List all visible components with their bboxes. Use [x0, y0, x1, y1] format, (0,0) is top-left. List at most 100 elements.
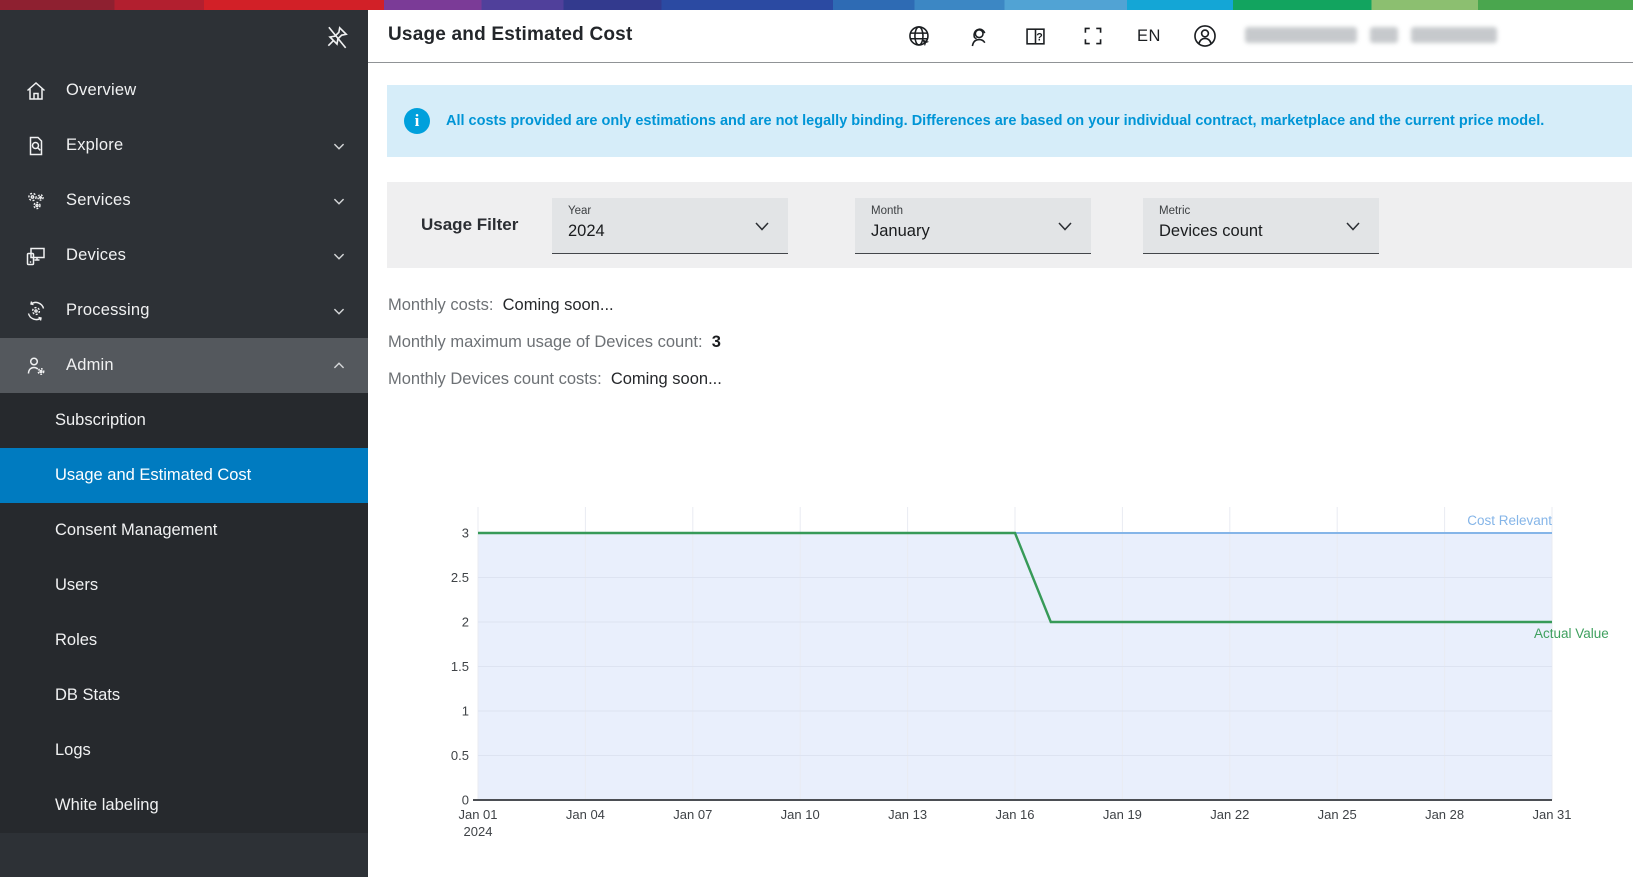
sidebar-item-processing[interactable]: Processing — [0, 283, 368, 338]
chart-tick-label: Jan 10 — [781, 807, 820, 822]
sidebar-item-db-stats[interactable]: DB Stats — [0, 668, 368, 723]
sidebar-item-users[interactable]: Users — [0, 558, 368, 613]
sidebar-item-label: Overview — [66, 81, 137, 99]
metric-dropdown[interactable]: Metric Devices count — [1143, 198, 1379, 254]
chart-tick-label: Jan 31 — [1532, 807, 1571, 822]
sidebar-item-white-labeling[interactable]: White labeling — [0, 778, 368, 833]
chart-tick-label: Jan 01 — [458, 807, 497, 822]
chart-tick-label: 2024 — [464, 824, 493, 839]
sub-item-label: Users — [55, 576, 99, 594]
year-dropdown[interactable]: Year 2024 — [552, 198, 788, 254]
metric-costs-label: Monthly Devices count costs: — [388, 370, 602, 388]
chevron-up-icon — [333, 361, 345, 368]
chart-tick-label: Jan 19 — [1103, 807, 1142, 822]
unpin-sidebar-button[interactable] — [320, 20, 354, 54]
chart-tick-label: 1 — [462, 704, 469, 719]
sidebar-item-roles[interactable]: Roles — [0, 613, 368, 668]
page-header: Usage and Estimated Cost — [368, 10, 1633, 63]
fullscreen-button[interactable] — [1079, 22, 1107, 50]
chart-tick-label: 0 — [462, 793, 469, 808]
chart-tick-label: Jan 04 — [566, 807, 605, 822]
max-usage-value: 3 — [711, 333, 721, 351]
chevron-down-icon — [333, 308, 345, 315]
manual-question-icon: ? — [1025, 27, 1045, 45]
help-manual-button[interactable]: ? — [1021, 22, 1049, 50]
sidebar: Overview Explore Services — [0, 10, 368, 877]
chevron-down-icon — [1346, 222, 1360, 231]
sub-item-label: Logs — [55, 741, 91, 759]
chart-tick-label: Jan 22 — [1210, 807, 1249, 822]
monthly-costs-line: Monthly costs: Coming soon... — [388, 296, 614, 315]
month-dropdown[interactable]: Month January — [855, 198, 1091, 254]
chart-tick-label: Jan 28 — [1425, 807, 1464, 822]
sub-item-label: White labeling — [55, 796, 159, 814]
gears-icon — [28, 192, 44, 209]
usage-filter-bar: Usage Filter Year 2024 Month January Met… — [387, 182, 1632, 268]
chart-tick-label: Jan 07 — [673, 807, 712, 822]
sub-item-label: Roles — [55, 631, 98, 649]
fullscreen-icon — [1084, 27, 1102, 45]
admin-submenu: Subscription Usage and Estimated Cost Co… — [0, 393, 368, 833]
svg-text:?: ? — [1036, 31, 1043, 43]
chart-tick-label: 0.5 — [451, 748, 469, 763]
chart-tick-label: Jan 25 — [1318, 807, 1357, 822]
monthly-costs-label: Monthly costs: — [388, 296, 494, 314]
sidebar-item-subscription[interactable]: Subscription — [0, 393, 368, 448]
brand-color-strip — [0, 0, 1633, 10]
metric-costs-value: Coming soon... — [610, 370, 722, 388]
info-banner-text: All costs provided are only estimations … — [446, 113, 1545, 129]
chart-tick-label: Jan 16 — [995, 807, 1034, 822]
document-search-icon — [29, 136, 43, 155]
chevron-down-icon — [755, 222, 769, 231]
max-usage-line: Monthly maximum usage of Devices count: … — [388, 333, 721, 352]
chart-tick-label: 3 — [462, 526, 469, 541]
page-title: Usage and Estimated Cost — [388, 24, 633, 45]
sub-item-label: Subscription — [55, 411, 146, 429]
devices-icon — [26, 247, 45, 265]
chevron-down-icon — [333, 143, 345, 150]
sidebar-item-services[interactable]: Services — [0, 173, 368, 228]
redacted-username — [1245, 27, 1497, 43]
sidebar-item-label: Admin — [66, 356, 114, 374]
usage-filter-label: Usage Filter — [421, 215, 519, 234]
sub-item-label: DB Stats — [55, 686, 121, 704]
sidebar-item-admin[interactable]: Admin — [0, 338, 368, 393]
support-headset-icon — [971, 27, 985, 46]
sidebar-item-label: Explore — [66, 136, 124, 154]
sidebar-item-consent-management[interactable]: Consent Management — [0, 503, 368, 558]
chart-tick-label: Jan 13 — [888, 807, 927, 822]
user-gear-icon — [27, 356, 45, 375]
chart-tick-label: 2.5 — [451, 570, 469, 585]
sidebar-item-overview[interactable]: Overview — [0, 63, 368, 118]
account-button[interactable] — [1191, 22, 1219, 50]
metric-costs-line: Monthly Devices count costs: Coming soon… — [388, 370, 722, 389]
web-globe-button[interactable] — [905, 22, 933, 50]
globe-cursor-icon — [908, 25, 929, 46]
month-dropdown-value: January — [871, 222, 930, 240]
sidebar-item-logs[interactable]: Logs — [0, 723, 368, 778]
sidebar-item-label: Services — [66, 191, 131, 209]
chevron-down-icon — [1058, 222, 1072, 231]
pin-slash-icon — [327, 26, 348, 49]
home-icon — [27, 81, 45, 100]
metric-dropdown-label: Metric — [1159, 205, 1191, 217]
chart-tick-label: 2 — [462, 615, 469, 630]
year-dropdown-label: Year — [568, 205, 592, 217]
max-usage-label: Monthly maximum usage of Devices count: — [388, 333, 703, 351]
metric-dropdown-value: Devices count — [1159, 222, 1263, 240]
sidebar-item-usage-and-estimated-cost[interactable]: Usage and Estimated Cost — [0, 448, 368, 503]
header-actions: ? EN — [905, 10, 1219, 62]
usage-chart: 3 2.5 2 1.5 1 0.5 0 Jan 01 2024 Jan 04 Jan 07 Jan 1… — [368, 495, 1633, 860]
sidebar-item-label: Processing — [66, 301, 150, 319]
month-dropdown-label: Month — [871, 205, 903, 217]
info-icon: i — [404, 108, 430, 134]
chevron-down-icon — [333, 198, 345, 205]
sidebar-item-explore[interactable]: Explore — [0, 118, 368, 173]
language-selector[interactable]: EN — [1137, 26, 1161, 45]
sidebar-item-devices[interactable]: Devices — [0, 228, 368, 283]
gear-sync-icon — [27, 300, 45, 321]
support-button[interactable] — [963, 22, 991, 50]
sidebar-nav: Overview Explore Services — [0, 63, 368, 833]
